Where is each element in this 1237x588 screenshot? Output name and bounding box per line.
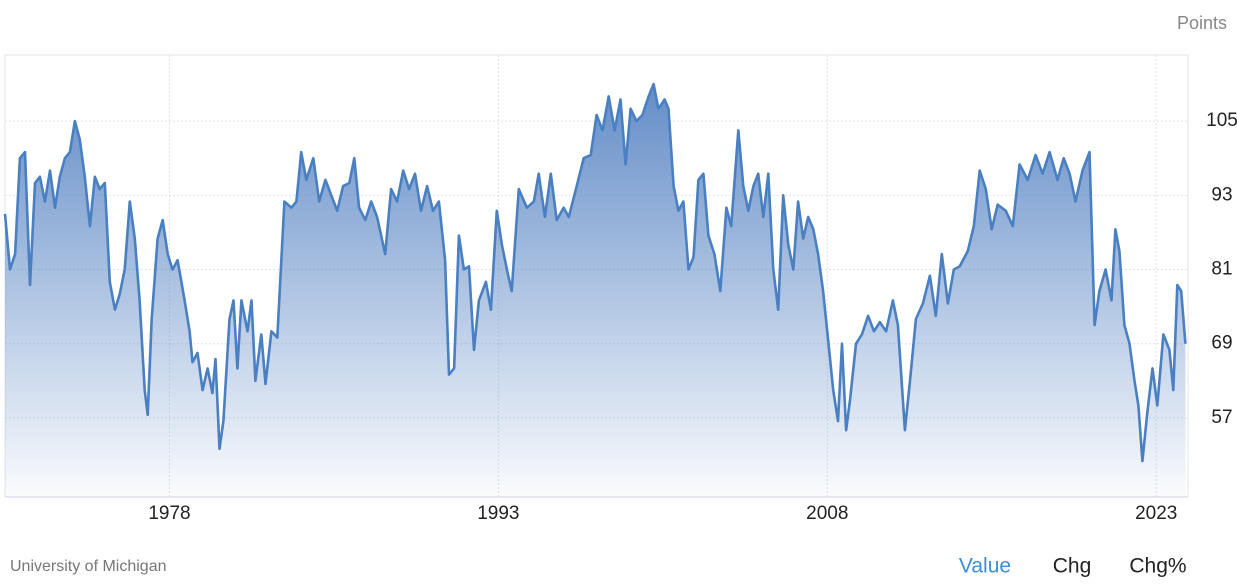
x-tick-label: 1993 bbox=[477, 503, 519, 524]
tab-button[interactable]: Value bbox=[959, 555, 1011, 578]
y-tick-label: 93 bbox=[1211, 184, 1232, 205]
source: University of Michigan bbox=[10, 558, 167, 575]
x-tick-label: 1978 bbox=[148, 503, 190, 524]
x-tick-label: 2008 bbox=[806, 503, 848, 524]
y-tick-label: 57 bbox=[1211, 407, 1232, 428]
y-tick-label: 81 bbox=[1211, 259, 1232, 280]
axis-unit: Points bbox=[1177, 13, 1227, 33]
plot-area: 57 69 81 93 105 1978 1993 2008 2023 bbox=[3, 54, 1237, 524]
x-tick-label: 2023 bbox=[1135, 503, 1177, 524]
area-fill bbox=[5, 84, 1186, 497]
tab-button[interactable]: Chg bbox=[1053, 555, 1092, 578]
y-tick-label: 105 bbox=[1206, 110, 1237, 131]
tab-button[interactable]: Chg% bbox=[1129, 555, 1186, 578]
y-tick-label: 69 bbox=[1211, 333, 1232, 354]
line bbox=[3, 82, 1187, 463]
